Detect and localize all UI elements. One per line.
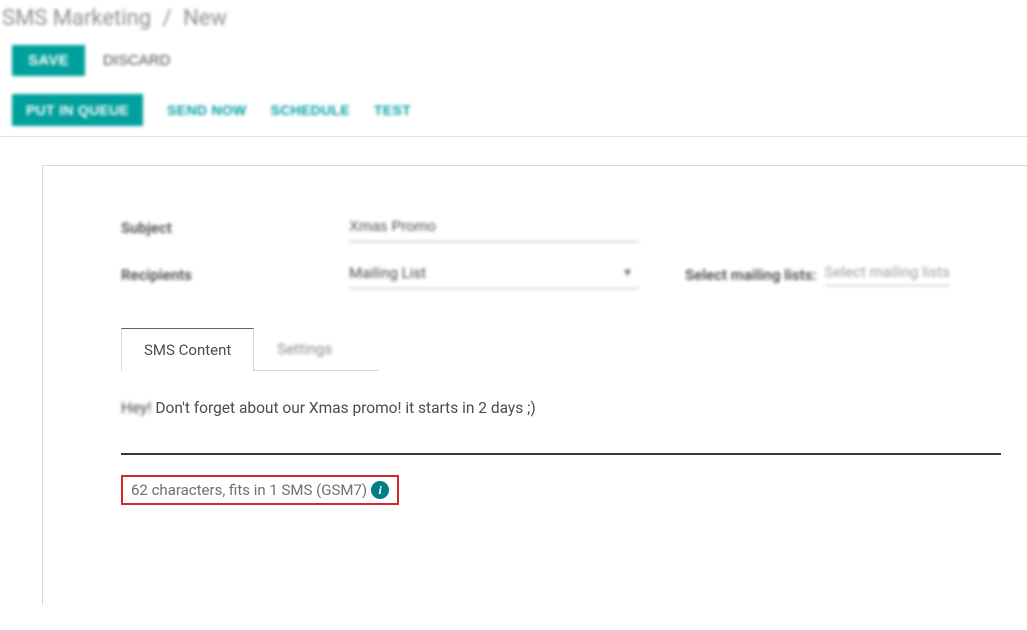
send-now-button[interactable]: SEND NOW: [167, 102, 246, 118]
breadcrumb-root[interactable]: SMS Marketing: [2, 6, 151, 31]
mailing-lists-label: Select mailing lists:: [685, 266, 817, 284]
sms-body-input[interactable]: Hey! Don't forget about our Xmas promo! …: [121, 399, 1001, 455]
tab-sms-content[interactable]: SMS Content: [121, 328, 254, 371]
form-sheet: Subject Recipients Mailing List ▼ Select…: [42, 165, 1027, 605]
sms-content-pane: Hey! Don't forget about our Xmas promo! …: [121, 371, 1027, 505]
subject-label: Subject: [121, 219, 349, 237]
recipients-select[interactable]: Mailing List: [349, 260, 639, 289]
sms-counter-highlight: 62 characters, fits in 1 SMS (GSM7) i: [121, 475, 399, 505]
subject-row: Subject: [121, 214, 1027, 242]
chevron-down-icon: ▼: [622, 266, 633, 279]
recipients-row: Recipients Mailing List ▼ Select mailing…: [121, 260, 1027, 289]
breadcrumb-separator: /: [163, 6, 172, 31]
subject-input[interactable]: [349, 214, 639, 242]
breadcrumb-current: New: [183, 6, 227, 31]
test-button[interactable]: TEST: [374, 102, 411, 118]
sms-counter-text: 62 characters, fits in 1 SMS (GSM7): [131, 481, 367, 499]
tabs: SMS Content Settings: [121, 327, 379, 371]
mailing-lists-input[interactable]: Select mailing lists: [825, 263, 950, 286]
save-button[interactable]: SAVE: [12, 45, 85, 76]
sms-body-prefix: Hey!: [121, 399, 152, 417]
status-bar: PUT IN QUEUE SEND NOW SCHEDULE TEST: [0, 94, 1027, 137]
put-in-queue-button[interactable]: PUT IN QUEUE: [12, 94, 143, 126]
recipients-label: Recipients: [121, 266, 349, 284]
info-icon[interactable]: i: [371, 481, 389, 499]
schedule-button[interactable]: SCHEDULE: [271, 102, 350, 118]
form-actions: SAVE DISCARD: [0, 45, 1027, 94]
breadcrumb: SMS Marketing / New: [0, 0, 1027, 45]
sms-body-rest: Don't forget about our Xmas promo! it st…: [152, 399, 536, 417]
discard-button[interactable]: DISCARD: [103, 52, 171, 69]
tab-settings[interactable]: Settings: [254, 327, 355, 370]
